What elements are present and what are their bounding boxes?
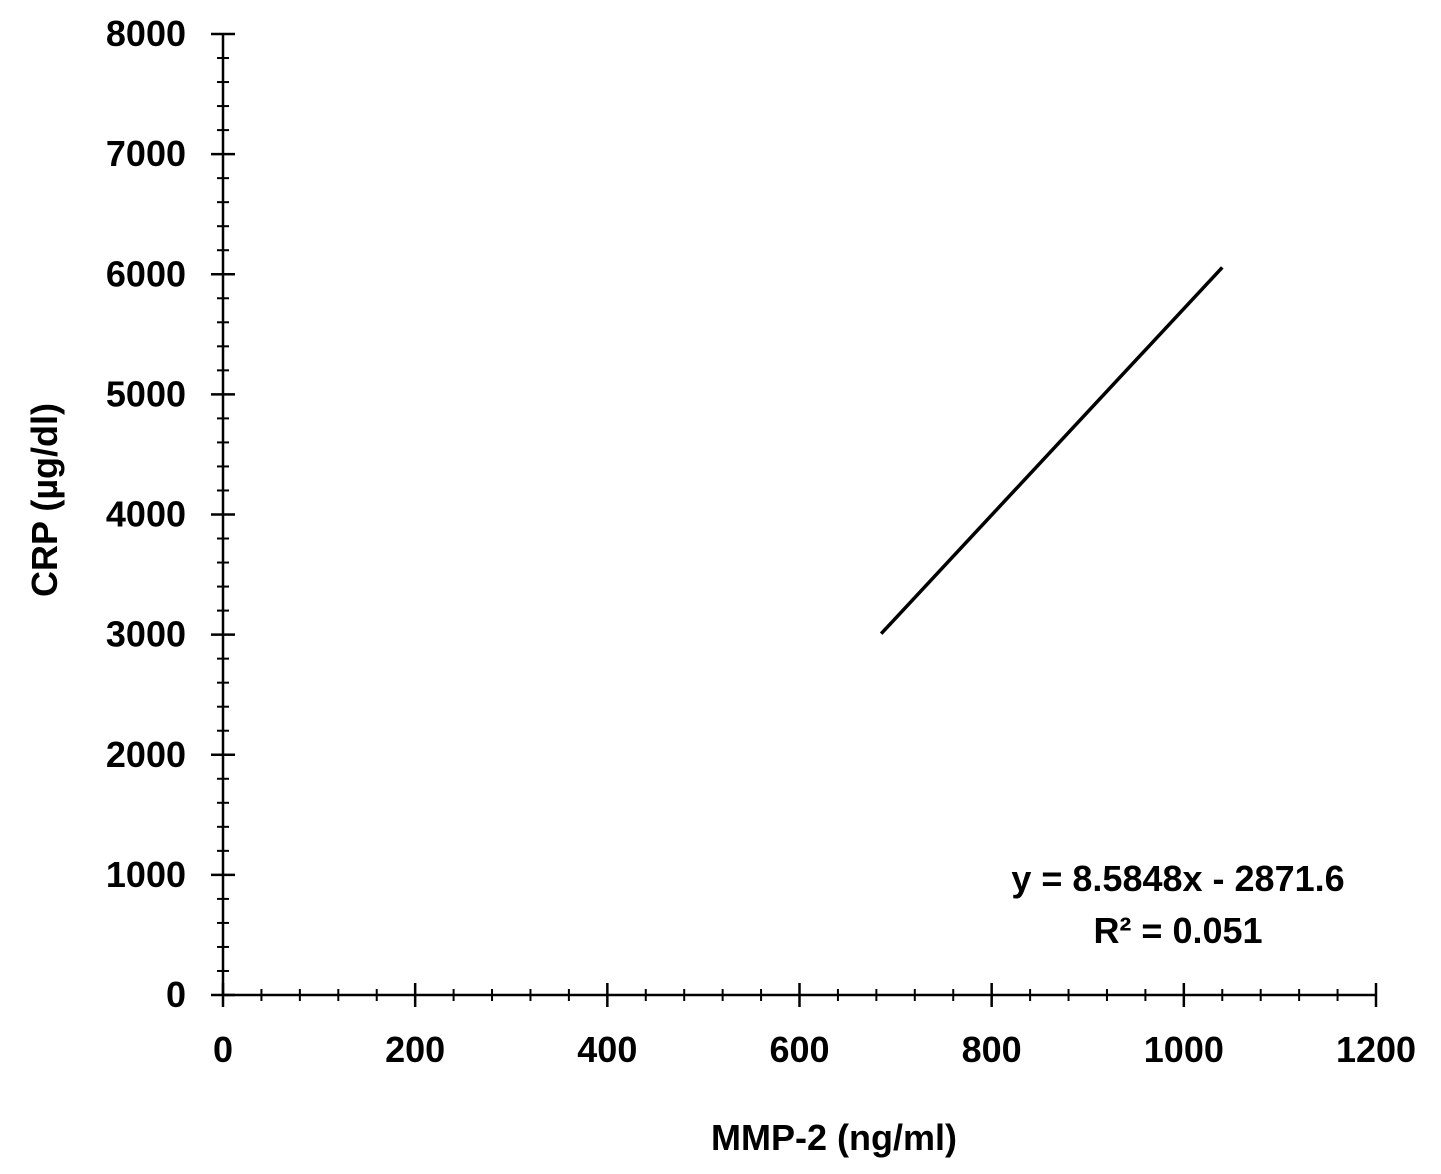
y-tick-labels: 0 1000 2000 3000 4000 5000 6000 7000 8000	[106, 13, 186, 1015]
trendline-equation: y = 8.5848x - 2871.6	[1011, 858, 1344, 899]
x-tick-label: 200	[385, 1029, 445, 1070]
y-tick-label: 7000	[106, 133, 186, 174]
y-tick-label: 8000	[106, 13, 186, 54]
y-tick-label: 0	[166, 974, 186, 1015]
x-tick-label: 400	[577, 1029, 637, 1070]
trendline	[879, 266, 1224, 635]
y-tick-label: 6000	[106, 253, 186, 294]
y-tick-label: 2000	[106, 734, 186, 775]
series-layer	[879, 266, 1224, 635]
x-tick-label: 0	[213, 1029, 233, 1070]
y-tick-label: 1000	[106, 854, 186, 895]
x-tick-label: 800	[962, 1029, 1022, 1070]
x-tick-labels: 0 200 400 600 800 1000 1200	[213, 1029, 1416, 1070]
x-tick-label: 600	[769, 1029, 829, 1070]
x-tick-label: 1200	[1336, 1029, 1416, 1070]
r-squared-label: R² = 0.051	[1093, 910, 1262, 951]
x-tick-label: 1000	[1144, 1029, 1224, 1070]
y-tick-label: 4000	[106, 494, 186, 535]
x-axis-title: MMP-2 (ng/ml)	[711, 1117, 957, 1158]
y-tick-label: 3000	[106, 614, 186, 655]
y-tick-label: 5000	[106, 373, 186, 414]
y-axis-title: CRP (µg/dl)	[24, 403, 65, 597]
